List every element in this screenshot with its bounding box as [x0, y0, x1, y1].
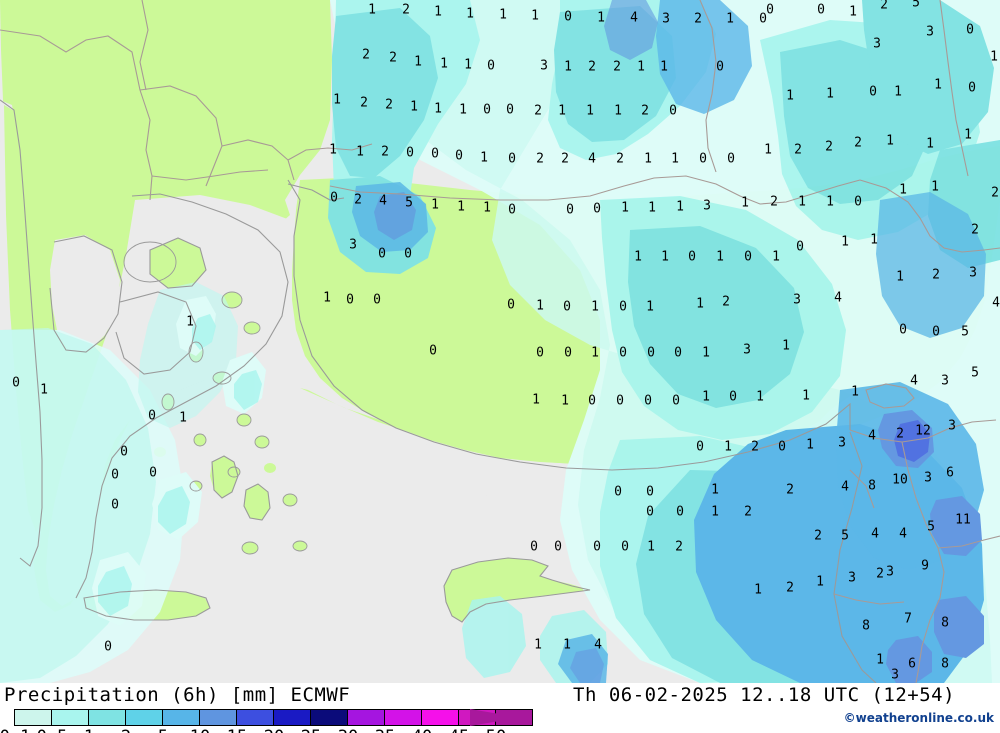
color-tick-30: 30 [338, 727, 358, 733]
color-tick-15: 15 [227, 727, 247, 733]
color-swatch-30[interactable] [347, 709, 385, 726]
color-swatch-0.5[interactable] [51, 709, 89, 726]
color-swatch-0.1[interactable] [14, 709, 52, 726]
map-graphics [0, 0, 1000, 683]
color-tick-45: 45 [449, 727, 469, 733]
color-swatch-5[interactable] [162, 709, 200, 726]
color-tick-0.1: 0.1 [0, 727, 30, 733]
color-swatch-1[interactable] [88, 709, 126, 726]
color-tick-2: 2 [121, 727, 131, 733]
page-title: Precipitation (6h) [mm] ECMWF [4, 684, 351, 706]
color-swatch-25[interactable] [310, 709, 348, 726]
color-swatch-20[interactable] [273, 709, 311, 726]
color-tick-10: 10 [190, 727, 210, 733]
color-tick-20: 20 [264, 727, 284, 733]
color-tick-1: 1 [84, 727, 94, 733]
color-swatch-40[interactable] [421, 709, 459, 726]
color-swatch-15[interactable] [236, 709, 274, 726]
color-tick-25: 25 [301, 727, 321, 733]
color-tick-35: 35 [375, 727, 395, 733]
map-footer: Precipitation (6h) [mm] ECMWF Th 06-02-2… [0, 683, 1000, 733]
valid-time-label: Th 06-02-2025 12..18 UTC (12+54) [573, 684, 956, 706]
color-tick-50: 50 [486, 727, 506, 733]
color-tick-5: 5 [158, 727, 168, 733]
color-scale-ticks: 0.10.5125101520253035404550 [0, 727, 560, 733]
color-tick-0.5: 0.5 [37, 727, 68, 733]
color-tick-40: 40 [412, 727, 432, 733]
precipitation-field [0, 0, 1000, 683]
border-layer [0, 0, 1000, 683]
copyright-label: ©weatheronline.co.uk [843, 711, 994, 725]
color-scale-overflow-arrow [470, 709, 520, 726]
color-swatch-10[interactable] [199, 709, 237, 726]
color-swatch-35[interactable] [384, 709, 422, 726]
coastline-layer [0, 99, 877, 683]
color-scale-bar[interactable] [14, 709, 533, 726]
color-swatch-2[interactable] [125, 709, 163, 726]
